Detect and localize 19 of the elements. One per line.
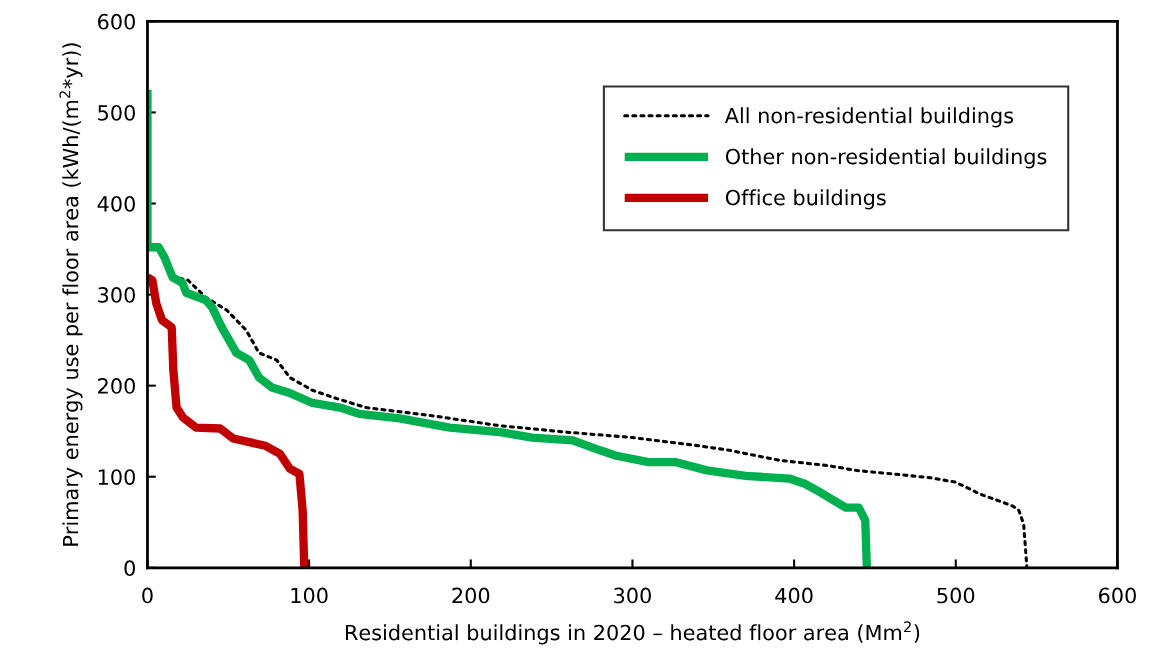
y-tick-label: 400 bbox=[97, 195, 135, 212]
legend-label: All non-residential buildings bbox=[724, 107, 1014, 128]
legend-label: Other non-residential buildings bbox=[725, 148, 1047, 169]
y-axis-title: Primary energy use per floor area (kWh/(m$^{2}$*yr)) bbox=[59, 43, 83, 546]
legend-label: Office buildings bbox=[725, 189, 886, 210]
x-tick-label: 300 bbox=[614, 587, 651, 604]
x-tick-label: 100 bbox=[291, 587, 328, 604]
y-tick-label: 100 bbox=[98, 469, 135, 485]
x-tick-label: 400 bbox=[775, 587, 813, 604]
y-tick-label: 0 bbox=[124, 560, 135, 577]
x-tick-label: 600 bbox=[1099, 587, 1136, 604]
x-tick-label: 500 bbox=[937, 587, 975, 604]
y-tick-label: 200 bbox=[98, 378, 135, 394]
x-axis-title: Residential buildings in 2020 – heated floor area (Mm$^{2}$) bbox=[345, 621, 920, 645]
y-tick-label: 500 bbox=[98, 104, 135, 121]
y-tick-label: 300 bbox=[98, 287, 135, 303]
y-tick-label: 600 bbox=[98, 13, 135, 30]
x-tick-label: 0 bbox=[142, 587, 153, 604]
x-tick-label: 200 bbox=[452, 587, 490, 604]
